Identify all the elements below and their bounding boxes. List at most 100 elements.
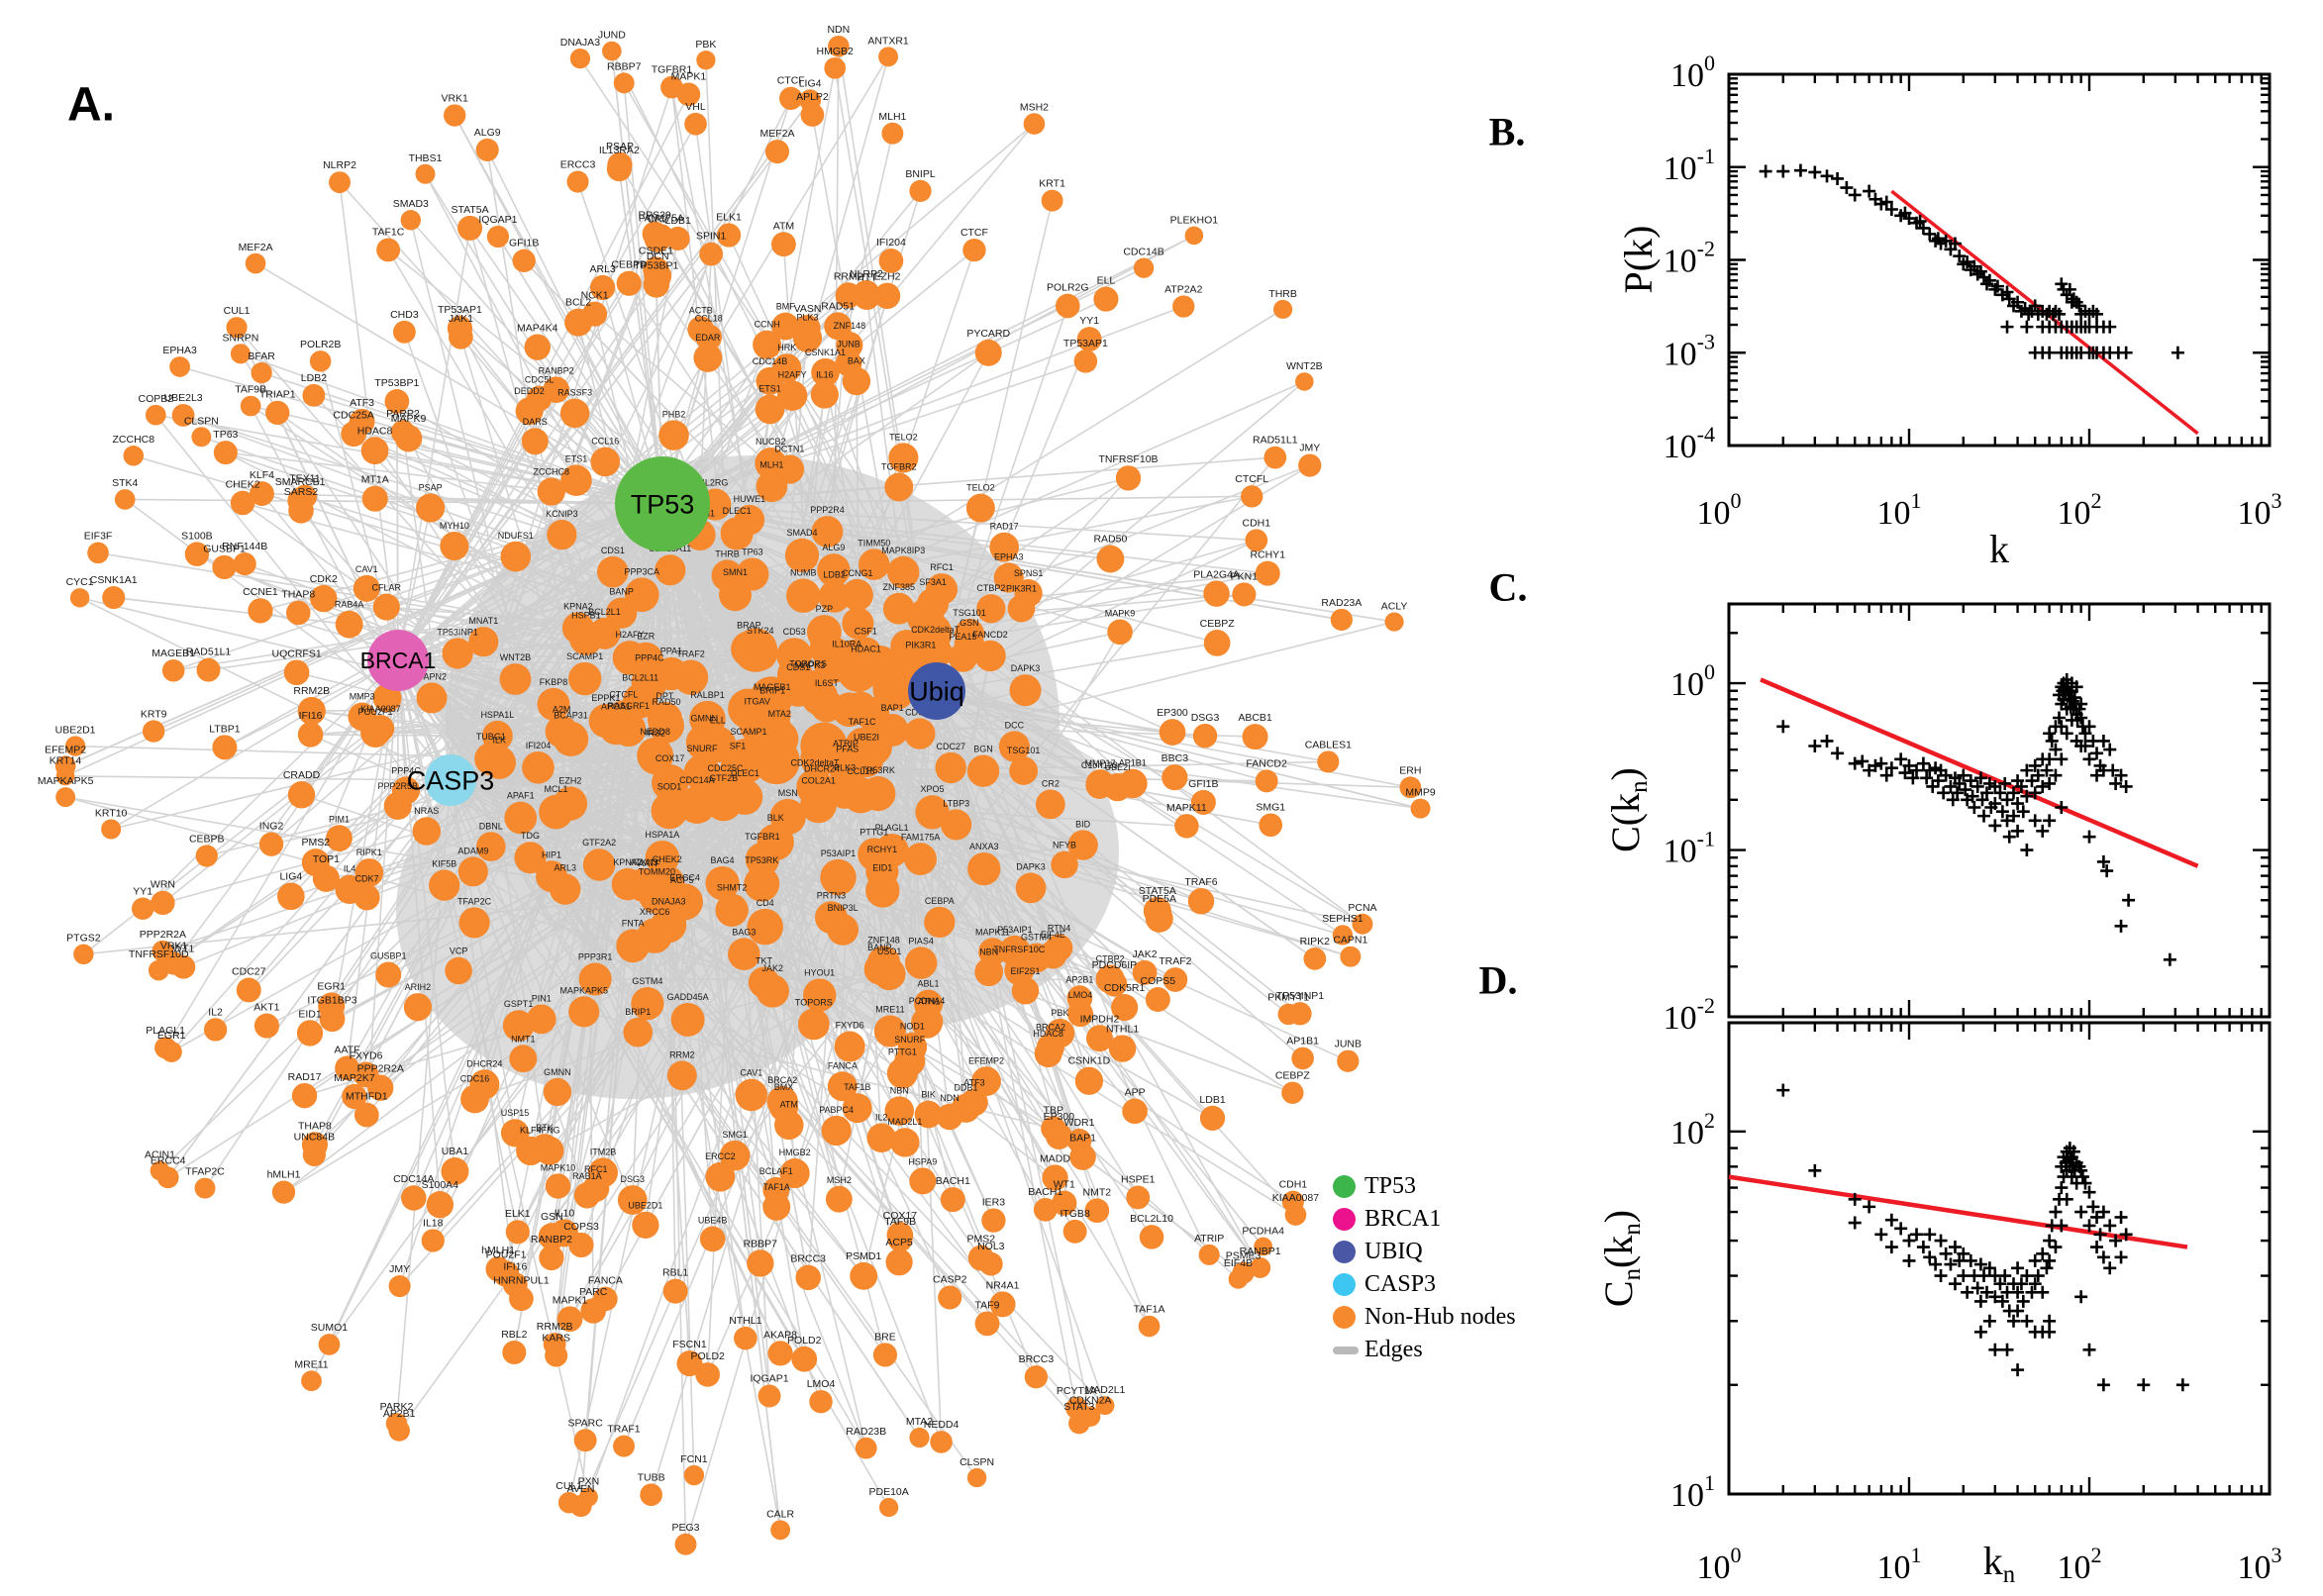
svg-text:103: 103 — [2238, 1543, 2282, 1586]
svg-text:BACH1: BACH1 — [936, 1175, 970, 1187]
svg-text:BAG4: BAG4 — [711, 855, 735, 865]
svg-text:CEBPA: CEBPA — [925, 896, 955, 906]
svg-text:PCNA: PCNA — [1348, 902, 1376, 914]
svg-text:DBNL: DBNL — [479, 821, 503, 831]
svg-text:TOP1: TOP1 — [313, 853, 340, 865]
svg-text:EFEMP2: EFEMP2 — [45, 744, 86, 755]
svg-text:TOPORS: TOPORS — [795, 997, 833, 1007]
panel-d-label: D. — [1478, 957, 1518, 1003]
svg-text:HMGB2: HMGB2 — [817, 46, 855, 57]
svg-text:HIP1: HIP1 — [542, 849, 561, 859]
svg-text:FANCA: FANCA — [828, 1060, 858, 1070]
svg-text:BCL2L11: BCL2L11 — [622, 672, 658, 682]
svg-text:DLEC1: DLEC1 — [723, 506, 752, 516]
svg-text:MAD2L1: MAD2L1 — [887, 1117, 922, 1127]
svg-text:BIK: BIK — [921, 1090, 936, 1100]
svg-text:ALG9: ALG9 — [822, 543, 845, 552]
svg-text:GMNN: GMNN — [544, 1067, 571, 1077]
svg-text:THAP8: THAP8 — [281, 589, 315, 601]
svg-text:CEBPB: CEBPB — [189, 833, 225, 845]
svg-text:MAPK10: MAPK10 — [541, 1162, 576, 1172]
legend-item: CASP3 — [1333, 1268, 1516, 1301]
svg-text:PPP2R2A: PPP2R2A — [140, 929, 186, 941]
svg-text:WT1: WT1 — [1054, 1179, 1075, 1191]
svg-text:ATM: ATM — [773, 220, 794, 232]
svg-text:PBK: PBK — [695, 39, 716, 50]
legend-item-label: CASP3 — [1364, 1271, 1437, 1297]
svg-text:RASSF3: RASSF3 — [557, 388, 592, 398]
svg-text:kn: kn — [1983, 1539, 2016, 1588]
svg-text:CDC5L: CDC5L — [525, 375, 555, 385]
svg-text:MSN: MSN — [778, 788, 798, 798]
svg-text:103: 103 — [2238, 488, 2282, 532]
svg-text:KARS: KARS — [542, 1333, 570, 1345]
svg-text:SMN1: SMN1 — [723, 567, 748, 577]
svg-text:GTF2A2: GTF2A2 — [582, 838, 616, 848]
svg-text:ING2: ING2 — [259, 821, 284, 833]
svg-text:IQGAP1: IQGAP1 — [750, 1373, 788, 1385]
svg-text:AP1B1: AP1B1 — [1286, 1036, 1319, 1047]
svg-text:IFNG: IFNG — [539, 1126, 560, 1136]
svg-text:SEPHS1: SEPHS1 — [1322, 913, 1364, 925]
svg-text:USP15: USP15 — [501, 1108, 530, 1118]
svg-text:AATF: AATF — [638, 858, 660, 868]
svg-text:KCNIP3: KCNIP3 — [546, 509, 578, 519]
svg-text:CCNH: CCNH — [755, 320, 780, 330]
svg-text:ACIN1: ACIN1 — [145, 1149, 175, 1161]
svg-text:NDN: NDN — [940, 1093, 960, 1103]
legend-item-label: TP53 — [1364, 1173, 1417, 1199]
svg-text:CDS1: CDS1 — [601, 546, 625, 555]
svg-text:UBE2D1: UBE2D1 — [628, 1201, 662, 1211]
svg-text:RPS29: RPS29 — [639, 210, 671, 222]
svg-text:TAF1C: TAF1C — [372, 226, 405, 238]
svg-text:Ubiq: Ubiq — [909, 676, 964, 706]
hub-node-brca1 — [367, 630, 429, 691]
svg-text:PSMD1: PSMD1 — [846, 1250, 881, 1262]
svg-text:SMG1: SMG1 — [722, 1130, 748, 1140]
svg-text:THAP8: THAP8 — [298, 1120, 332, 1132]
svg-text:MRE11: MRE11 — [294, 1358, 328, 1370]
svg-text:PCDHA4: PCDHA4 — [909, 996, 946, 1006]
svg-text:PDE5A: PDE5A — [1143, 893, 1176, 905]
hub-node-casp3 — [425, 754, 476, 806]
svg-text:PCYT1A: PCYT1A — [1057, 1385, 1097, 1397]
svg-text:CSDE1: CSDE1 — [639, 245, 673, 256]
svg-text:LMO4: LMO4 — [1068, 990, 1093, 1000]
svg-text:BNIPL: BNIPL — [905, 168, 936, 180]
svg-text:S100A4: S100A4 — [422, 1179, 459, 1191]
svg-text:CDC27: CDC27 — [232, 965, 266, 977]
svg-text:MADD: MADD — [1040, 1152, 1070, 1164]
svg-text:CLSPN: CLSPN — [184, 415, 219, 427]
svg-text:SPARC: SPARC — [567, 1417, 603, 1429]
svg-text:BRCA2: BRCA2 — [767, 1075, 797, 1085]
svg-text:TAF1A: TAF1A — [1134, 1304, 1165, 1316]
svg-text:NBN: NBN — [890, 1085, 909, 1095]
svg-text:CFLAR: CFLAR — [372, 583, 402, 593]
svg-text:STK4: STK4 — [112, 477, 138, 489]
svg-text:HDAC8: HDAC8 — [357, 425, 393, 437]
svg-text:GUSBP1: GUSBP1 — [370, 951, 407, 961]
svg-text:10-4: 10-4 — [1664, 422, 1715, 465]
svg-text:PARC: PARC — [579, 1286, 608, 1298]
svg-text:HNRNPUL1: HNRNPUL1 — [493, 1274, 550, 1286]
svg-text:TELO2: TELO2 — [966, 483, 995, 493]
svg-text:FAM175A: FAM175A — [639, 212, 684, 224]
svg-text:TOPORS: TOPORS — [789, 658, 827, 668]
svg-text:BLK: BLK — [767, 813, 784, 823]
svg-text:DARS: DARS — [523, 417, 548, 427]
svg-text:RBL1: RBL1 — [662, 1267, 688, 1279]
svg-text:APOA1: APOA1 — [601, 702, 631, 712]
svg-text:RAD51L1: RAD51L1 — [1253, 435, 1298, 447]
svg-text:PIM1: PIM1 — [329, 814, 350, 824]
svg-text:NMT2: NMT2 — [1083, 1186, 1112, 1198]
svg-text:KIAA0087: KIAA0087 — [1272, 1192, 1319, 1204]
svg-text:LTBP1: LTBP1 — [209, 723, 240, 735]
svg-text:ANTXR1: ANTXR1 — [867, 35, 909, 47]
svg-text:FANCD2: FANCD2 — [972, 630, 1008, 640]
svg-text:GSTM4: GSTM4 — [1021, 933, 1052, 943]
svg-text:TUBG1: TUBG1 — [476, 732, 506, 742]
svg-text:BRIP1: BRIP1 — [759, 685, 785, 695]
svg-text:BANP: BANP — [609, 587, 634, 597]
svg-text:CAPN2: CAPN2 — [417, 671, 447, 681]
